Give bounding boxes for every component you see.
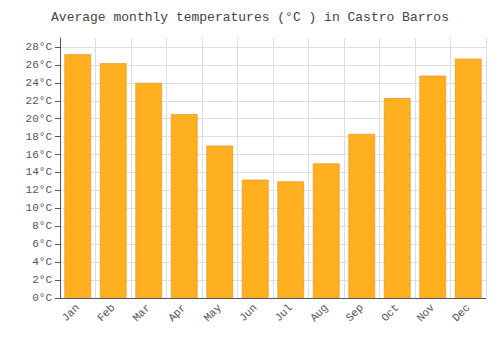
- svg-text:28°C: 28°C: [26, 41, 53, 53]
- svg-text:14°C: 14°C: [26, 166, 53, 178]
- svg-text:0°C: 0°C: [32, 292, 52, 304]
- svg-text:22°C: 22°C: [26, 95, 53, 107]
- svg-text:Feb: Feb: [95, 302, 117, 324]
- svg-text:2°C: 2°C: [32, 274, 52, 286]
- svg-text:May: May: [202, 301, 225, 324]
- svg-text:26°C: 26°C: [26, 59, 53, 71]
- svg-text:12°C: 12°C: [26, 184, 53, 196]
- svg-text:Mar: Mar: [131, 302, 153, 324]
- svg-text:Average monthly temperatures (: Average monthly temperatures (°C ) in Ca…: [51, 10, 449, 25]
- svg-text:Sep: Sep: [344, 302, 366, 324]
- svg-text:Oct: Oct: [379, 302, 401, 324]
- svg-text:Aug: Aug: [308, 302, 330, 324]
- svg-text:Dec: Dec: [450, 302, 472, 324]
- svg-text:Jul: Jul: [273, 302, 295, 324]
- svg-text:10°C: 10°C: [26, 202, 53, 214]
- svg-text:Nov: Nov: [415, 301, 438, 324]
- svg-text:6°C: 6°C: [32, 238, 52, 250]
- svg-text:20°C: 20°C: [26, 113, 53, 125]
- svg-text:Jun: Jun: [237, 302, 259, 324]
- svg-text:Jan: Jan: [60, 302, 82, 324]
- svg-text:18°C: 18°C: [26, 131, 53, 143]
- svg-text:8°C: 8°C: [32, 220, 52, 232]
- svg-text:4°C: 4°C: [32, 256, 52, 268]
- svg-text:24°C: 24°C: [26, 77, 53, 89]
- svg-text:16°C: 16°C: [26, 149, 53, 161]
- svg-text:Apr: Apr: [166, 302, 188, 324]
